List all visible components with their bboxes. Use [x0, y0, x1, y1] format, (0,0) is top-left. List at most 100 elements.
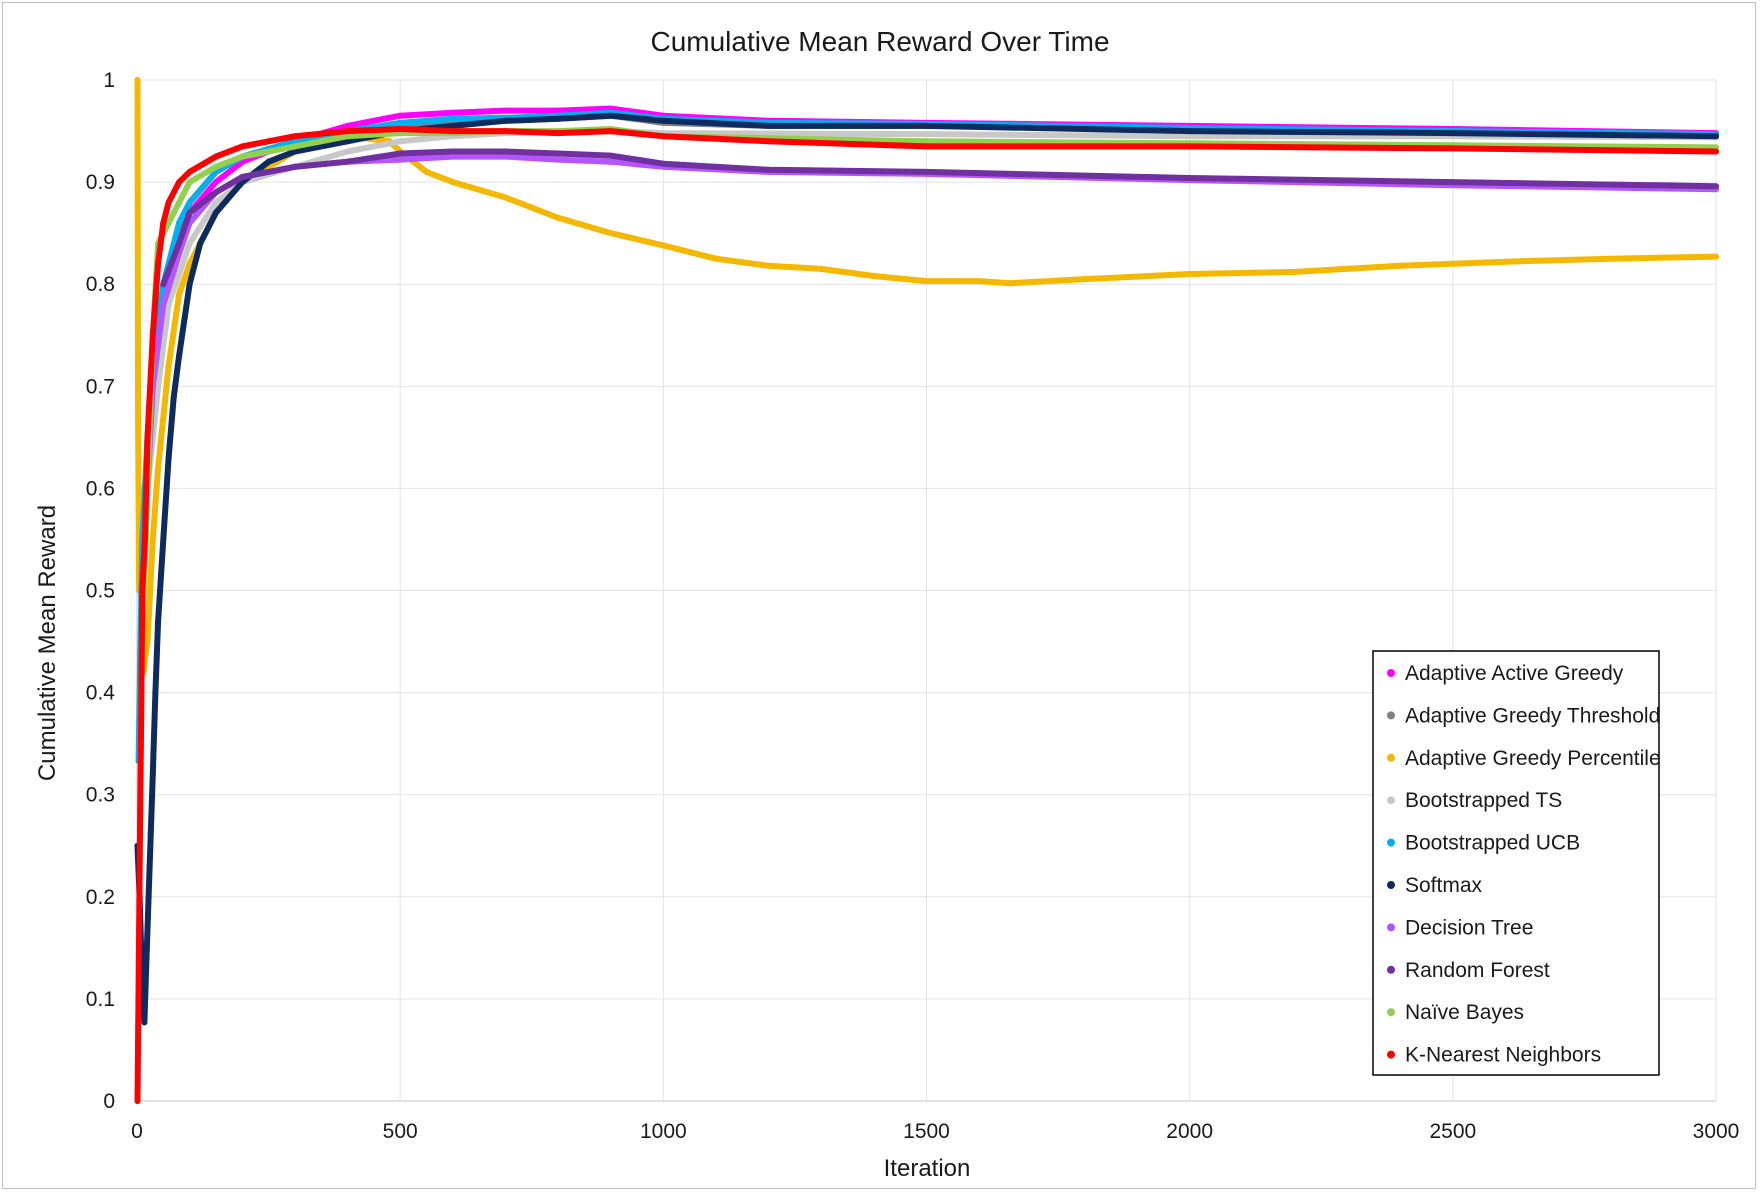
data-point: [607, 158, 614, 165]
data-point: [449, 115, 456, 122]
data-point: [186, 260, 193, 267]
data-point: [141, 536, 148, 543]
data-point: [134, 77, 141, 83]
data-point: [137, 806, 144, 812]
legend-label: Naïve Bayes: [1405, 1001, 1524, 1024]
data-point: [449, 153, 456, 160]
x-tick-label: 2500: [1429, 1120, 1476, 1143]
data-point: [160, 219, 167, 226]
series-k-nearest-neighbors: [134, 126, 1719, 1104]
data-point: [1186, 271, 1193, 277]
data-point: [145, 893, 152, 900]
series-group: [134, 77, 1719, 1104]
data-point: [660, 133, 667, 140]
data-point: [135, 417, 142, 423]
data-point: [149, 771, 156, 778]
data-point: [239, 143, 246, 150]
data-point: [397, 150, 404, 157]
data-point: [265, 158, 272, 165]
legend-label: Random Forest: [1405, 959, 1550, 982]
data-point: [291, 143, 298, 150]
x-axis-title: Iteration: [884, 1155, 971, 1182]
data-point: [555, 156, 562, 163]
data-point: [1186, 128, 1193, 135]
data-point: [1713, 148, 1719, 155]
legend-marker: [1387, 669, 1395, 677]
data-point: [502, 194, 509, 201]
data-point: [165, 199, 172, 206]
y-tick-label: 1: [103, 69, 115, 92]
data-point: [344, 158, 351, 165]
x-tick-label: 1000: [640, 1120, 687, 1143]
series-adaptive-active-greedy: [139, 105, 1719, 594]
y-tick-label: 0.1: [86, 988, 115, 1011]
data-point: [660, 117, 667, 124]
data-point: [765, 262, 772, 269]
data-point: [713, 255, 719, 262]
data-point: [397, 112, 404, 119]
data-point: [423, 168, 430, 175]
x-tick-label: 500: [383, 1120, 418, 1143]
data-point: [212, 153, 219, 160]
data-point: [818, 265, 825, 272]
data-point: [176, 352, 183, 359]
data-point: [1007, 280, 1014, 287]
data-point: [660, 242, 667, 249]
data-point: [1291, 268, 1298, 275]
y-tick-label: 0.6: [86, 477, 115, 500]
legend-label: Adaptive Active Greedy: [1405, 662, 1624, 685]
y-tick-label: 0.2: [86, 886, 115, 909]
data-point: [197, 240, 204, 247]
data-point: [1449, 145, 1456, 152]
data-point: [291, 133, 298, 140]
data-point: [176, 291, 183, 298]
data-point: [449, 109, 456, 116]
data-point: [344, 128, 351, 135]
data-point: [239, 174, 246, 180]
data-point: [291, 163, 298, 170]
legend-marker: [1387, 965, 1395, 974]
data-point: [144, 434, 151, 441]
legend: Adaptive Active Greedy Adaptive Greedy Th…: [1372, 650, 1661, 1076]
y-tick-label: 0.8: [86, 273, 115, 296]
data-point: [176, 179, 183, 186]
data-point: [344, 133, 351, 140]
legend-label: Adaptive Greedy Percentile: [1405, 747, 1661, 770]
series-softmax: [134, 112, 1719, 1026]
series-decision-tree: [139, 153, 1719, 594]
data-point: [291, 138, 298, 145]
legend-marker: [1387, 881, 1395, 889]
legend-marker: [1387, 1008, 1395, 1017]
series-line: [160, 148, 1719, 288]
data-point: [212, 189, 219, 196]
data-point: [344, 122, 351, 129]
data-point: [502, 148, 509, 155]
y-axis-title: Cumulative Mean Reward: [34, 505, 61, 781]
data-point: [212, 199, 219, 206]
data-point: [449, 179, 456, 186]
data-point: [155, 465, 162, 471]
data-point: [147, 832, 154, 839]
data-point: [397, 156, 404, 163]
data-point: [397, 126, 404, 132]
data-point: [143, 955, 150, 962]
data-point: [555, 130, 562, 137]
data-point: [176, 240, 183, 247]
data-point: [870, 273, 877, 279]
legend-label: Decision Tree: [1405, 916, 1533, 939]
data-point: [397, 138, 404, 145]
data-point: [291, 148, 298, 155]
legend-marker: [1387, 838, 1395, 847]
data-point: [186, 199, 193, 206]
data-point: [160, 301, 167, 308]
data-point: [176, 219, 183, 226]
data-point: [165, 454, 172, 461]
x-tick-label: 1500: [903, 1120, 950, 1143]
data-point: [165, 362, 172, 369]
data-point: [923, 138, 930, 145]
data-point: [212, 163, 219, 170]
y-tick-label: 0.7: [86, 375, 115, 398]
legend-marker: [1387, 796, 1395, 805]
x-tick-label: 0: [131, 1120, 143, 1143]
